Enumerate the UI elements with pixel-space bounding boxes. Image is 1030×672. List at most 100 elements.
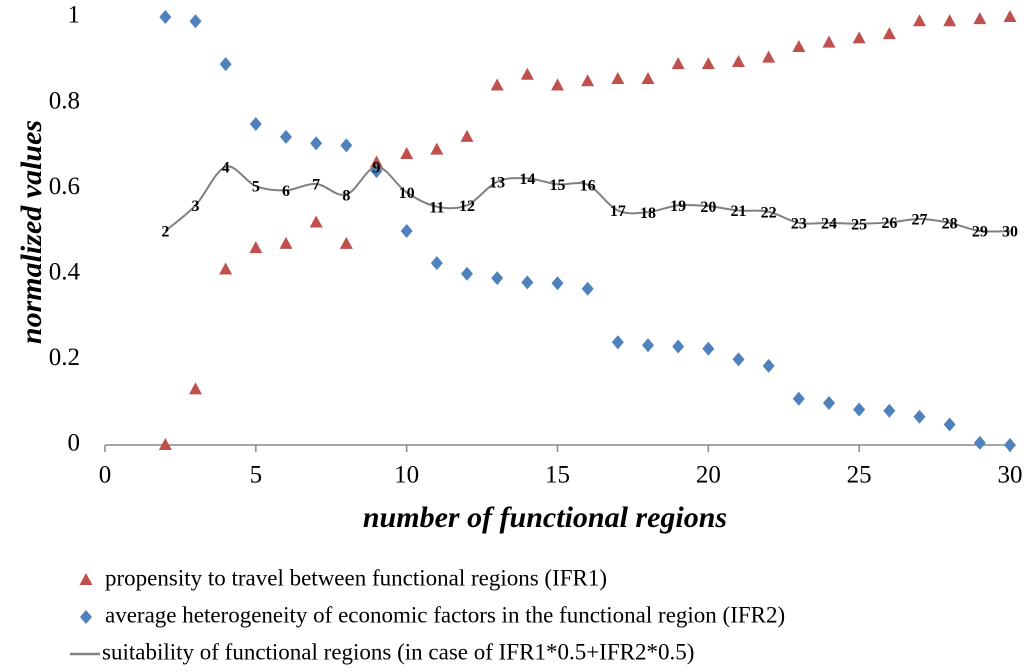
point-label: 27 xyxy=(912,212,928,229)
point-label: 30 xyxy=(1002,224,1018,241)
diamond-point xyxy=(189,14,202,29)
diamond-point xyxy=(762,358,775,373)
triangle-point xyxy=(249,241,263,254)
diamond-point xyxy=(1004,438,1016,452)
triangle-point xyxy=(641,72,655,85)
diamond-point xyxy=(642,338,654,353)
point-label: 12 xyxy=(459,198,475,215)
point-label: 29 xyxy=(972,224,988,241)
y-tick-label: 1 xyxy=(68,2,81,29)
point-label: 13 xyxy=(489,174,505,191)
point-label: 15 xyxy=(550,177,566,194)
triangle-point xyxy=(943,14,957,27)
triangle-point xyxy=(520,67,534,80)
triangle-point xyxy=(219,262,233,275)
x-tick-label: 0 xyxy=(99,462,112,489)
triangle-point xyxy=(973,12,987,25)
point-label: 18 xyxy=(640,205,656,222)
triangle-point xyxy=(701,57,715,70)
point-label: 6 xyxy=(282,183,290,200)
point-label: 28 xyxy=(942,216,958,233)
legend-label: average heterogeneity of economic factor… xyxy=(105,602,785,627)
triangle-point xyxy=(370,155,383,168)
y-tick-label: 0 xyxy=(68,430,81,457)
triangle-point xyxy=(732,54,745,67)
triangle-point xyxy=(913,14,926,27)
point-label: 2 xyxy=(161,224,169,241)
diamond-point xyxy=(943,417,956,432)
triangle-point xyxy=(430,142,444,155)
point-label: 19 xyxy=(670,198,686,215)
diamond-point xyxy=(853,402,866,417)
triangle-point xyxy=(339,236,353,249)
triangle-point xyxy=(1003,10,1017,22)
diamond-point xyxy=(581,281,594,296)
suitability-line xyxy=(164,165,1011,233)
x-tick-label: 15 xyxy=(545,462,570,489)
diamond-point xyxy=(702,341,715,356)
diamond-point xyxy=(340,138,353,153)
triangle-point xyxy=(551,78,564,91)
point-label: 25 xyxy=(851,216,867,233)
diamond-point xyxy=(551,276,564,291)
point-label: 23 xyxy=(791,216,807,233)
point-label: 11 xyxy=(429,199,444,216)
diamond-point xyxy=(611,335,624,350)
x-tick-label: 30 xyxy=(998,462,1023,489)
diamond-point xyxy=(461,266,473,281)
triangle-point xyxy=(762,50,776,63)
x-tick-label: 25 xyxy=(847,462,872,489)
x-axis-title: number of functional regions xyxy=(363,501,727,534)
legend-marker xyxy=(80,610,92,624)
diamond-point xyxy=(310,136,323,151)
point-label: 26 xyxy=(881,215,897,232)
point-label: 22 xyxy=(761,204,777,221)
triangle-point xyxy=(189,382,202,395)
triangle-point xyxy=(581,74,595,87)
point-label: 14 xyxy=(519,171,535,188)
diamond-point xyxy=(219,57,232,72)
diamond-point xyxy=(732,352,745,367)
diamond-point xyxy=(491,271,504,286)
diamond-point xyxy=(249,117,262,131)
diamond-point xyxy=(823,396,835,411)
y-tick-label: 0.8 xyxy=(49,87,80,114)
triangle-point xyxy=(671,57,685,70)
point-label: 10 xyxy=(399,185,415,202)
point-label: 24 xyxy=(821,216,837,233)
y-tick-label: 0.6 xyxy=(49,173,80,200)
triangle-point xyxy=(822,35,836,48)
point-label: 16 xyxy=(580,177,596,194)
y-axis-title: normalized values xyxy=(15,120,48,344)
y-tick-label: 0.2 xyxy=(49,344,80,371)
y-tick-label: 0.4 xyxy=(49,259,81,286)
point-label: 9 xyxy=(373,159,381,176)
triangle-point xyxy=(460,129,474,142)
point-label: 4 xyxy=(222,159,230,176)
x-tick-label: 5 xyxy=(250,462,263,489)
triangle-point xyxy=(882,27,896,40)
triangle-point xyxy=(158,438,172,450)
diamond-point xyxy=(883,403,896,418)
x-tick-label: 10 xyxy=(394,462,419,489)
triangle-point xyxy=(279,236,293,249)
diamond-point xyxy=(280,129,292,144)
legend-label: propensity to travel between functional … xyxy=(105,565,607,590)
triangle-point xyxy=(400,146,414,159)
diamond-point xyxy=(159,10,172,24)
point-label: 7 xyxy=(312,177,320,194)
legend-label: suitability of functional regions (in ca… xyxy=(102,639,694,664)
point-label: 21 xyxy=(731,203,747,220)
diamond-point xyxy=(430,256,443,271)
triangle-point xyxy=(490,78,504,91)
triangle-point xyxy=(309,215,323,228)
triangle-point xyxy=(611,72,625,85)
diamond-point xyxy=(672,339,685,354)
point-label: 5 xyxy=(252,179,260,196)
point-label: 17 xyxy=(610,203,626,220)
diamond-point xyxy=(792,391,805,406)
diamond-point xyxy=(521,275,534,290)
triangle-point xyxy=(852,31,866,44)
diamond-point xyxy=(400,224,413,238)
